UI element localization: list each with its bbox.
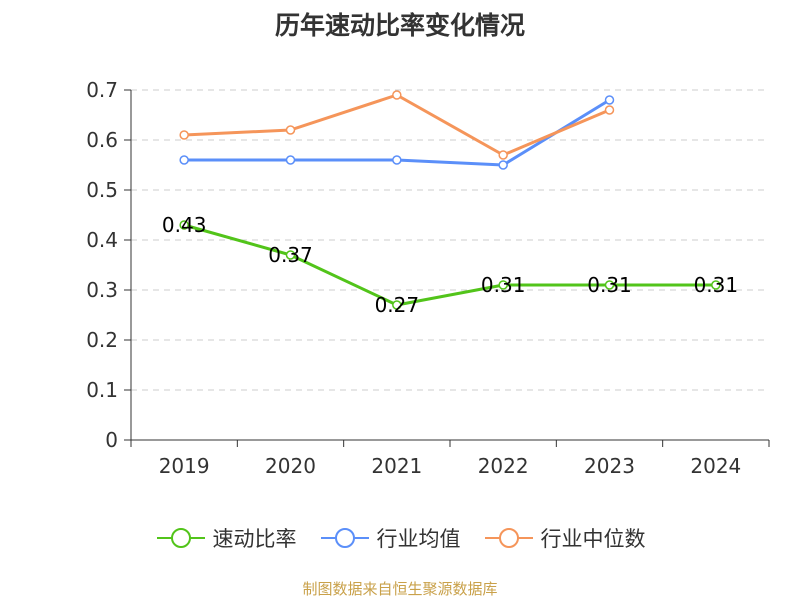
- data-point: [392, 90, 402, 100]
- data-label: 0.31: [481, 273, 526, 297]
- y-tick-label: 0.2: [86, 328, 118, 352]
- x-tick-label: 2019: [159, 454, 210, 478]
- data-point: [392, 300, 402, 310]
- y-tick-label: 0.3: [86, 278, 118, 302]
- series-lines: [179, 90, 721, 310]
- chart-title: 历年速动比率变化情况: [274, 11, 525, 40]
- legend-marker-icon: [484, 528, 533, 548]
- legend-marker-icon: [320, 528, 369, 548]
- data-point: [392, 155, 402, 165]
- x-tick-label: 2023: [584, 454, 635, 478]
- data-point: [604, 280, 615, 290]
- legend-label: 速动比率: [212, 527, 297, 551]
- legend-circle: [170, 528, 191, 548]
- data-point: [179, 220, 189, 230]
- x-tick-label: 2022: [478, 454, 529, 478]
- legend-item[interactable]: 行业均值: [319, 523, 461, 553]
- data-labels: 0.43 0.37 0.27 0.31 0.31 0.31: [162, 213, 738, 317]
- data-point: [179, 155, 189, 165]
- x-tick-label: 2024: [690, 454, 741, 478]
- axes: 0 0.1 0.2 0.3 0.4 0.5 0.6 0.7 2019 2020 2021 2022 20…: [86, 78, 770, 478]
- data-label: 0.31: [694, 273, 739, 297]
- y-tick-label: 0.7: [86, 78, 118, 102]
- series-line: [184, 93, 611, 157]
- data-point: [285, 250, 296, 260]
- y-tick-label: 0: [105, 428, 118, 452]
- data-label: 0.37: [268, 243, 313, 267]
- series-line: [183, 223, 716, 307]
- data-point: [604, 105, 615, 115]
- legend-marker-icon: [156, 528, 205, 548]
- legend-item[interactable]: 行业中位数: [483, 523, 646, 553]
- data-point: [498, 150, 508, 160]
- grid-lines: [131, 89, 769, 391]
- legend-circle: [498, 528, 519, 548]
- data-point: [285, 125, 296, 135]
- legend-label: 行业均值: [376, 527, 461, 551]
- data-point: [498, 280, 508, 290]
- data-source-note: 制图数据来自恒生聚源数据库: [302, 580, 498, 598]
- legend-item[interactable]: 速动比率: [155, 523, 297, 553]
- y-tick-label: 0.6: [86, 128, 118, 152]
- legend-label: 行业中位数: [540, 527, 646, 551]
- data-label: 0.31: [587, 273, 632, 297]
- data-point: [711, 280, 721, 290]
- y-tick-label: 0.5: [86, 178, 118, 202]
- legend-circle: [334, 528, 355, 548]
- data-point: [285, 155, 296, 165]
- data-point: [179, 130, 189, 140]
- data-label: 0.27: [375, 293, 420, 317]
- legend: 速动比率 行业均值 行业中位数: [0, 518, 800, 558]
- y-tick-label: 0.4: [86, 228, 118, 252]
- data-label: 0.43: [162, 213, 207, 237]
- data-point: [498, 160, 508, 170]
- y-tick-label: 0.1: [86, 378, 118, 402]
- x-tick-label: 2021: [371, 454, 422, 478]
- data-point: [604, 95, 615, 105]
- x-tick-label: 2020: [265, 454, 316, 478]
